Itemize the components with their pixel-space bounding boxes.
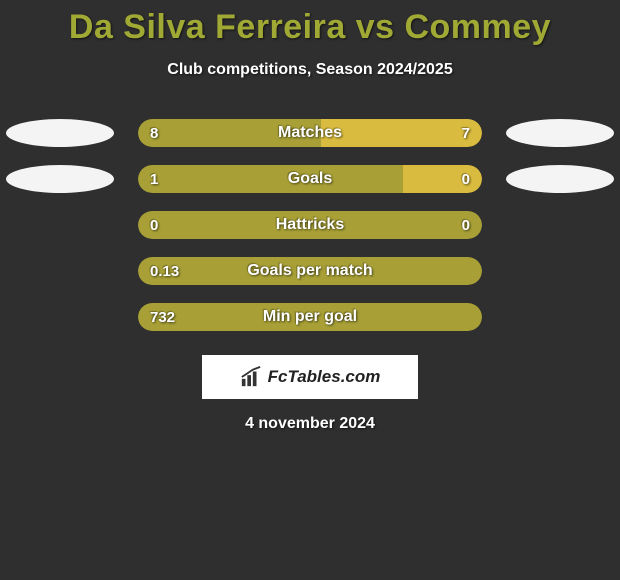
player-right-ellipse [506, 165, 614, 193]
stat-label: Min per goal [138, 303, 482, 331]
stat-value-left: 0 [150, 211, 158, 239]
stat-label: Matches [138, 119, 482, 147]
player-right-ellipse [506, 119, 614, 147]
stat-row: Min per goal732 [0, 303, 620, 331]
stat-value-left: 732 [150, 303, 175, 331]
stat-value-left: 1 [150, 165, 158, 193]
stat-value-left: 8 [150, 119, 158, 147]
stat-value-right: 7 [462, 119, 470, 147]
comparison-infographic: Da Silva Ferreira vs Commey Club competi… [0, 0, 620, 580]
stat-value-left: 0.13 [150, 257, 179, 285]
stat-label: Goals [138, 165, 482, 193]
stat-bar: Matches8 7 [138, 119, 482, 147]
stat-bar: Goals per match0.13 [138, 257, 482, 285]
stat-label: Hattricks [138, 211, 482, 239]
generated-date: 4 november 2024 [0, 415, 620, 433]
stat-value-right: 0 [462, 165, 470, 193]
page-title: Da Silva Ferreira vs Commey [0, 0, 620, 47]
player-left-ellipse [6, 119, 114, 147]
stat-bar: Hattricks0 0 [138, 211, 482, 239]
brand-text: FcTables.com [268, 367, 381, 387]
brand-badge: FcTables.com [202, 355, 418, 399]
stat-row: Goals1 0 [0, 165, 620, 193]
stat-rows: Matches87Goals10Hattricks00Goals per mat… [0, 119, 620, 331]
page-subtitle: Club competitions, Season 2024/2025 [0, 61, 620, 79]
stat-bar: Min per goal732 [138, 303, 482, 331]
stat-row: Goals per match0.13 [0, 257, 620, 285]
stat-value-right: 0 [462, 211, 470, 239]
stat-bar: Goals1 0 [138, 165, 482, 193]
stat-label: Goals per match [138, 257, 482, 285]
player-left-ellipse [6, 165, 114, 193]
stat-row: Matches8 7 [0, 119, 620, 147]
brand-icon [240, 366, 262, 388]
stat-row: Hattricks0 0 [0, 211, 620, 239]
